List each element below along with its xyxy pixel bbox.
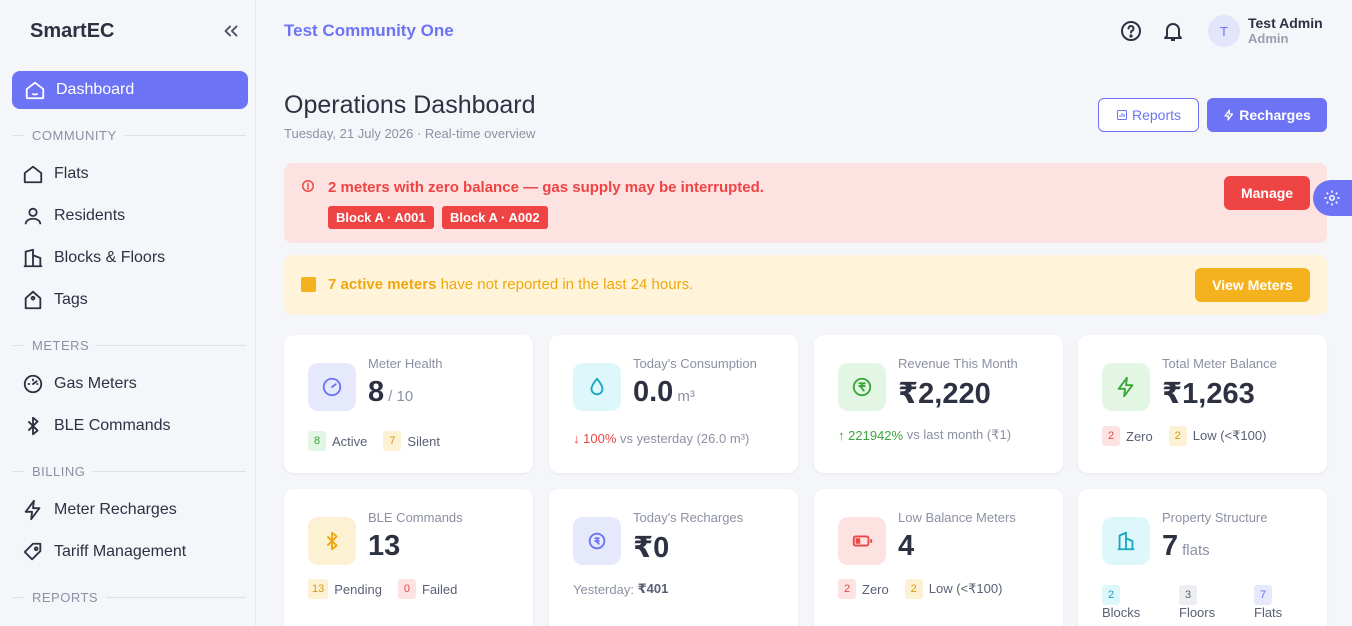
sidebar-item-residents[interactable]: Residents [22, 202, 125, 230]
user-icon [24, 207, 42, 225]
bluetooth-icon [27, 416, 39, 436]
reports-button[interactable]: Reports [1098, 98, 1199, 132]
sidebar-item-ble-commands[interactable]: BLE Commands [22, 412, 171, 440]
page-title: Operations Dashboard [284, 91, 536, 119]
building-icon [1102, 517, 1150, 565]
bell-icon[interactable] [1161, 19, 1185, 43]
gauge-icon [23, 374, 43, 394]
sidebar-item-flats[interactable]: Flats [22, 160, 89, 188]
meter-health-card[interactable]: Meter Health 8/ 10 8 Active 7 Silent [284, 335, 533, 473]
bolt-icon [24, 499, 41, 521]
meter-health-value: 8/ 10 [368, 376, 414, 408]
meter-tag[interactable]: Block A · A002 [442, 206, 548, 229]
sidebar-item-gas-meters[interactable]: Gas Meters [22, 370, 137, 398]
rupee-icon [838, 363, 886, 411]
bolt-icon [1102, 363, 1150, 411]
revenue-card[interactable]: Revenue This Month ₹2,220 ↑ 221942% vs l… [814, 335, 1063, 473]
recharges-button[interactable]: Recharges [1207, 98, 1327, 132]
user-role: Admin [1248, 31, 1289, 46]
alert-circle-icon [301, 179, 315, 193]
meter-balance-card[interactable]: Total Meter Balance ₹1,263 2 Zero 2 Low (<₹… [1078, 335, 1327, 473]
gear-icon [1324, 190, 1340, 206]
page-subtitle: Tuesday, 21 July 2026 · Real-time overvi… [284, 126, 536, 141]
section-reports: REPORTS [12, 590, 246, 605]
brand-logo: SmartEC [30, 20, 115, 42]
sidebar-item-label: Dashboard [56, 81, 135, 98]
avatar[interactable]: T [1208, 15, 1240, 47]
bluetooth-icon [308, 517, 356, 565]
chart-icon [1116, 110, 1127, 120]
warning-square-icon [301, 277, 316, 292]
drop-icon [573, 363, 621, 411]
manage-button[interactable]: Manage [1224, 176, 1310, 210]
section-community: COMMUNITY [12, 128, 246, 143]
collapse-sidebar-icon[interactable] [220, 20, 242, 42]
tag-icon [24, 290, 42, 310]
bolt-icon [1224, 109, 1234, 121]
sidebar-item-meter-recharges[interactable]: Meter Recharges [22, 496, 177, 524]
alert-message: 2 meters with zero balance — gas supply … [328, 179, 764, 196]
silent-meters-alert: 7 active meters have not reported in the… [284, 255, 1327, 315]
property-structure-card[interactable]: Property Structure 7 flats 2 Blocks 3 Floor… [1078, 489, 1327, 626]
meter-tag[interactable]: Block A · A001 [328, 206, 434, 229]
home-icon [23, 165, 43, 184]
sidebar-item-blocks-floors[interactable]: Blocks & Floors [22, 244, 165, 272]
view-meters-button[interactable]: View Meters [1195, 268, 1310, 302]
settings-fab[interactable] [1313, 180, 1352, 216]
building-icon [23, 248, 43, 268]
tag-icon [23, 542, 42, 561]
user-name: Test Admin [1248, 15, 1323, 31]
zero-balance-alert: 2 meters with zero balance — gas supply … [284, 163, 1327, 243]
battery-icon [838, 517, 886, 565]
sidebar: SmartEC Dashboard COMMUNITY Flats Reside… [0, 0, 256, 626]
sidebar-item-tariff-management[interactable]: Tariff Management [22, 538, 186, 566]
section-meters: METERS [12, 338, 246, 353]
recharge-icon [573, 517, 621, 565]
todays-recharges-card[interactable]: Today's Recharges ₹0 Yesterday: ₹401 [549, 489, 798, 626]
home-icon [25, 81, 45, 100]
alert-message: 7 active meters have not reported in the… [328, 276, 694, 293]
section-billing: BILLING [12, 464, 246, 479]
consumption-card[interactable]: Today's Consumption 0.0 m³ ↓ 100% vs yest… [549, 335, 798, 473]
low-balance-card[interactable]: Low Balance Meters 4 2 Zero 2 Low (<₹100) [814, 489, 1063, 626]
ble-commands-card[interactable]: BLE Commands 13 13 Pending 0 Failed [284, 489, 533, 626]
help-icon[interactable] [1119, 19, 1143, 43]
sidebar-item-tags[interactable]: Tags [22, 286, 88, 314]
gauge-icon [308, 363, 356, 411]
community-selector[interactable]: Test Community One [284, 21, 454, 40]
sidebar-item-dashboard[interactable]: Dashboard [12, 71, 248, 109]
